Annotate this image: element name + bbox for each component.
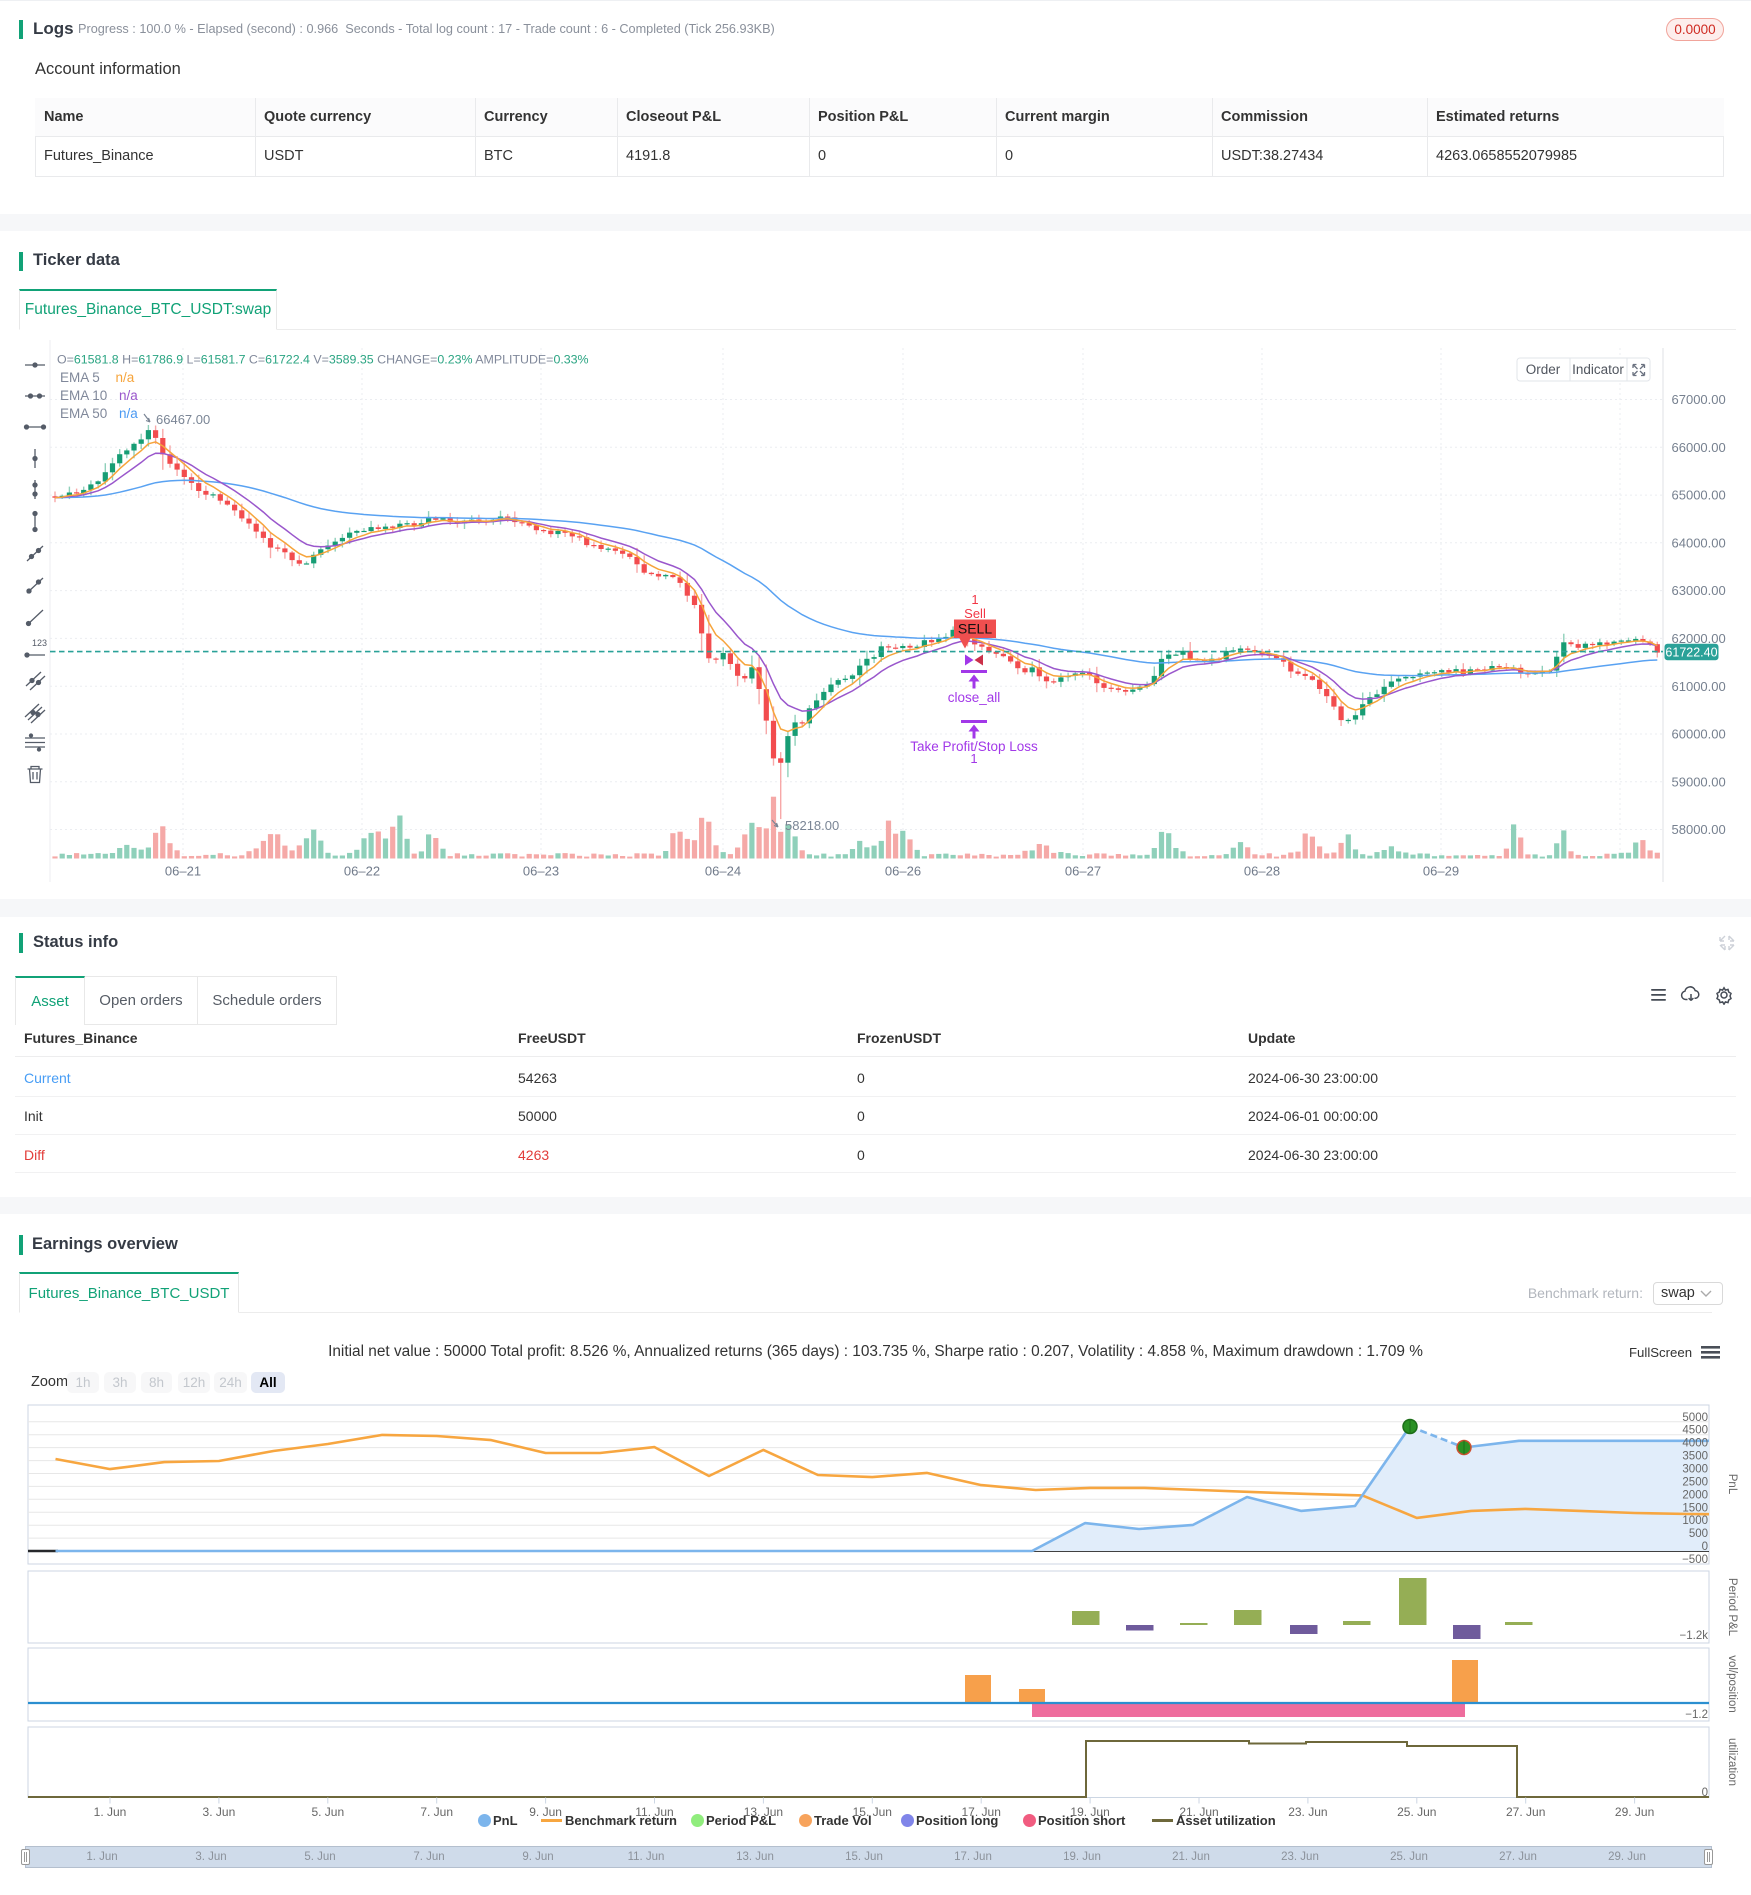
- svg-text:06–21: 06–21: [165, 864, 201, 879]
- svg-text:27. Jun: 27. Jun: [1506, 1805, 1545, 1819]
- svg-text:06–24: 06–24: [705, 864, 741, 879]
- svg-text:vol/position: vol/position: [1726, 1655, 1738, 1713]
- svg-text:06–27: 06–27: [1065, 864, 1101, 879]
- svg-text:4500: 4500: [1682, 1425, 1708, 1437]
- svg-text:−500: −500: [1682, 1554, 1708, 1566]
- svg-text:5. Jun: 5. Jun: [311, 1805, 344, 1819]
- svg-text:25. Jun: 25. Jun: [1397, 1805, 1436, 1819]
- svg-text:62000.00: 62000.00: [1672, 631, 1726, 646]
- svg-text:PnL: PnL: [1726, 1474, 1738, 1495]
- svg-text:EMA 50 n/a: EMA 50 n/a: [60, 406, 138, 421]
- svg-text:5000: 5000: [1682, 1412, 1708, 1424]
- svg-text:60000.00: 60000.00: [1672, 727, 1726, 742]
- svg-text:123: 123: [32, 638, 47, 648]
- svg-text:500: 500: [1689, 1528, 1708, 1540]
- svg-text:06–26: 06–26: [885, 864, 921, 879]
- svg-text:1: 1: [970, 751, 977, 766]
- svg-text:Period P&L: Period P&L: [1726, 1578, 1738, 1637]
- svg-text:Indicator: Indicator: [1572, 362, 1624, 377]
- svg-text:−1.2: −1.2: [1685, 1709, 1708, 1721]
- svg-text:66467.00: 66467.00: [156, 412, 210, 427]
- svg-text:Take Profit/Stop Loss: Take Profit/Stop Loss: [910, 739, 1038, 754]
- svg-text:O=61581.8 H=61786.9 L=61581.7: O=61581.8 H=61786.9 L=61581.7 C=61722.4 …: [57, 353, 589, 367]
- svg-text:15. Jun: 15. Jun: [853, 1805, 892, 1819]
- svg-text:utilization: utilization: [1726, 1738, 1738, 1786]
- svg-text:EMA 5 n/a: EMA 5 n/a: [60, 370, 135, 385]
- svg-text:19. Jun: 19. Jun: [1070, 1805, 1109, 1819]
- svg-text:9. Jun: 9. Jun: [529, 1805, 562, 1819]
- svg-text:Order: Order: [1526, 362, 1561, 377]
- svg-text:Sell: Sell: [964, 606, 986, 621]
- svg-text:06–23: 06–23: [523, 864, 559, 879]
- svg-text:21. Jun: 21. Jun: [1179, 1805, 1218, 1819]
- svg-text:64000.00: 64000.00: [1672, 535, 1726, 550]
- svg-text:29. Jun: 29. Jun: [1615, 1805, 1654, 1819]
- svg-text:close_all: close_all: [948, 690, 1001, 705]
- svg-text:2000: 2000: [1682, 1489, 1708, 1501]
- svg-text:11. Jun: 11. Jun: [635, 1805, 673, 1819]
- svg-text:1000: 1000: [1682, 1515, 1708, 1527]
- svg-text:1500: 1500: [1682, 1502, 1708, 1514]
- svg-text:58218.00: 58218.00: [785, 818, 839, 833]
- svg-text:13. Jun: 13. Jun: [744, 1805, 783, 1819]
- svg-text:65000.00: 65000.00: [1672, 488, 1726, 503]
- svg-text:0: 0: [1702, 1787, 1708, 1799]
- svg-text:3000: 3000: [1682, 1464, 1708, 1476]
- svg-text:58000.00: 58000.00: [1672, 822, 1726, 837]
- svg-text:06–28: 06–28: [1244, 864, 1280, 879]
- svg-text:SELL: SELL: [958, 621, 992, 637]
- svg-text:2500: 2500: [1682, 1476, 1708, 1488]
- svg-text:23. Jun: 23. Jun: [1288, 1805, 1327, 1819]
- svg-text:06–22: 06–22: [344, 864, 380, 879]
- svg-text:66000.00: 66000.00: [1672, 440, 1726, 455]
- svg-text:0: 0: [1702, 1541, 1708, 1553]
- svg-text:4000: 4000: [1682, 1438, 1708, 1450]
- svg-text:7. Jun: 7. Jun: [420, 1805, 453, 1819]
- svg-text:EMA 10 n/a: EMA 10 n/a: [60, 388, 138, 403]
- svg-text:−1.2k: −1.2k: [1680, 1630, 1709, 1642]
- svg-text:1: 1: [971, 592, 978, 607]
- svg-text:61722.40: 61722.40: [1665, 645, 1717, 659]
- svg-text:67000.00: 67000.00: [1672, 392, 1726, 407]
- svg-text:17. Jun: 17. Jun: [962, 1805, 1001, 1819]
- svg-text:63000.00: 63000.00: [1672, 583, 1726, 598]
- svg-text:3500: 3500: [1682, 1451, 1708, 1463]
- svg-text:61000.00: 61000.00: [1672, 679, 1726, 694]
- svg-text:3. Jun: 3. Jun: [203, 1805, 236, 1819]
- svg-text:1. Jun: 1. Jun: [94, 1805, 127, 1819]
- svg-text:59000.00: 59000.00: [1672, 774, 1726, 789]
- svg-text:06–29: 06–29: [1423, 864, 1459, 879]
